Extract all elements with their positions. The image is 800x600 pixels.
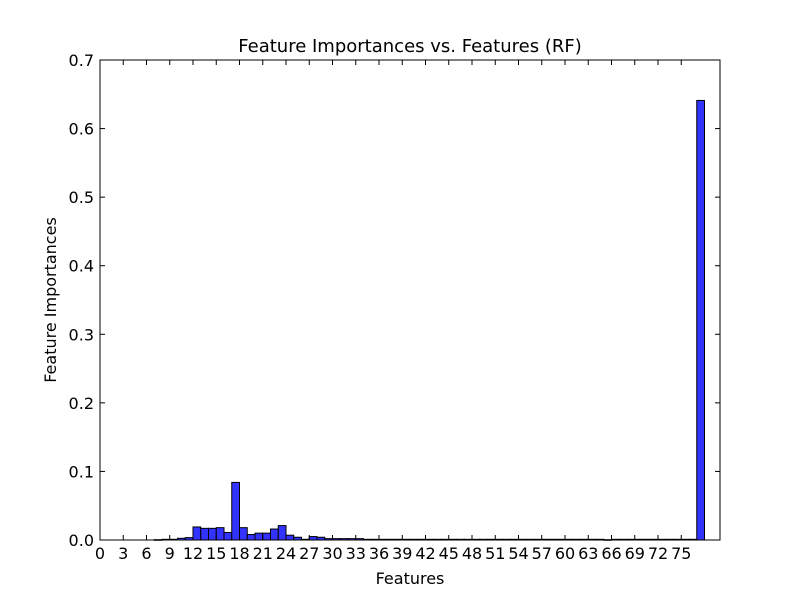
x-tick-label-9: 9 <box>165 544 175 563</box>
x-tick-label-63: 63 <box>578 544 598 563</box>
x-tick-label-21: 21 <box>253 544 273 563</box>
x-tick-label-57: 57 <box>532 544 552 563</box>
x-tick-label-72: 72 <box>648 544 668 563</box>
bar-feature-27 <box>308 536 318 541</box>
bar-feature-15 <box>215 527 225 541</box>
x-tick-label-0: 0 <box>95 544 105 563</box>
y-axis-ticks: 0.0 0.1 0.2 0.3 0.4 0.5 0.6 0.7 <box>69 51 720 550</box>
chart-title: Feature Importances vs. Features (RF) <box>238 36 582 57</box>
bar-feature-12 <box>192 526 202 541</box>
bar-feature-16 <box>223 531 233 541</box>
bar-feature-22 <box>270 528 279 541</box>
x-tick-label-15: 15 <box>206 544 226 563</box>
y-tick-label-0.4: 0.4 <box>69 257 94 276</box>
bar-feature-18 <box>239 527 248 541</box>
x-tick-label-33: 33 <box>346 544 366 563</box>
x-tick-label-6: 6 <box>141 544 151 563</box>
x-tick-label-3: 3 <box>118 544 128 563</box>
plot-frame <box>99 59 721 541</box>
bar-feature-19 <box>246 534 256 541</box>
x-tick-label-60: 60 <box>555 544 575 563</box>
y-tick-label-0.1: 0.1 <box>69 462 94 481</box>
bar-feature-14 <box>208 527 217 541</box>
x-tick-label-30: 30 <box>322 544 342 563</box>
y-tick-label-0.6: 0.6 <box>69 120 94 139</box>
y-tick-label-0.0: 0.0 <box>69 531 94 550</box>
bar-feature-20 <box>254 532 264 541</box>
bar-feature-17 <box>231 481 240 541</box>
bar-feature-23 <box>277 525 287 541</box>
x-tick-label-12: 12 <box>183 544 203 563</box>
bar-feature-13 <box>200 527 209 541</box>
x-tick-label-36: 36 <box>369 544 389 563</box>
x-tick-label-66: 66 <box>601 544 621 563</box>
x-tick-label-54: 54 <box>508 544 528 563</box>
bar-feature-21 <box>262 532 271 541</box>
x-tick-label-48: 48 <box>462 544 482 563</box>
x-tick-label-18: 18 <box>229 544 249 563</box>
x-tick-label-75: 75 <box>671 544 691 563</box>
bars-group <box>153 99 705 541</box>
x-tick-label-69: 69 <box>625 544 645 563</box>
x-axis-label: Features <box>376 569 445 588</box>
y-axis-label: Feature Importances <box>41 217 60 383</box>
x-axis-ticks: 0 3 6 9 12 15 18 21 24 27 30 33 36 39 42 45 48 51 54 57 60 63… <box>95 60 691 563</box>
bar-feature-77 <box>696 99 705 541</box>
bar-feature-24 <box>285 534 295 541</box>
x-tick-label-39: 39 <box>392 544 412 563</box>
y-tick-label-0.3: 0.3 <box>69 325 94 344</box>
x-tick-label-42: 42 <box>415 544 435 563</box>
y-tick-label-0.2: 0.2 <box>69 394 94 413</box>
y-tick-label-0.7: 0.7 <box>69 51 94 70</box>
x-tick-label-51: 51 <box>485 544 505 563</box>
y-tick-label-0.5: 0.5 <box>69 188 94 207</box>
x-tick-label-24: 24 <box>276 544 296 563</box>
x-tick-label-27: 27 <box>299 544 319 563</box>
x-tick-label-45: 45 <box>439 544 459 563</box>
